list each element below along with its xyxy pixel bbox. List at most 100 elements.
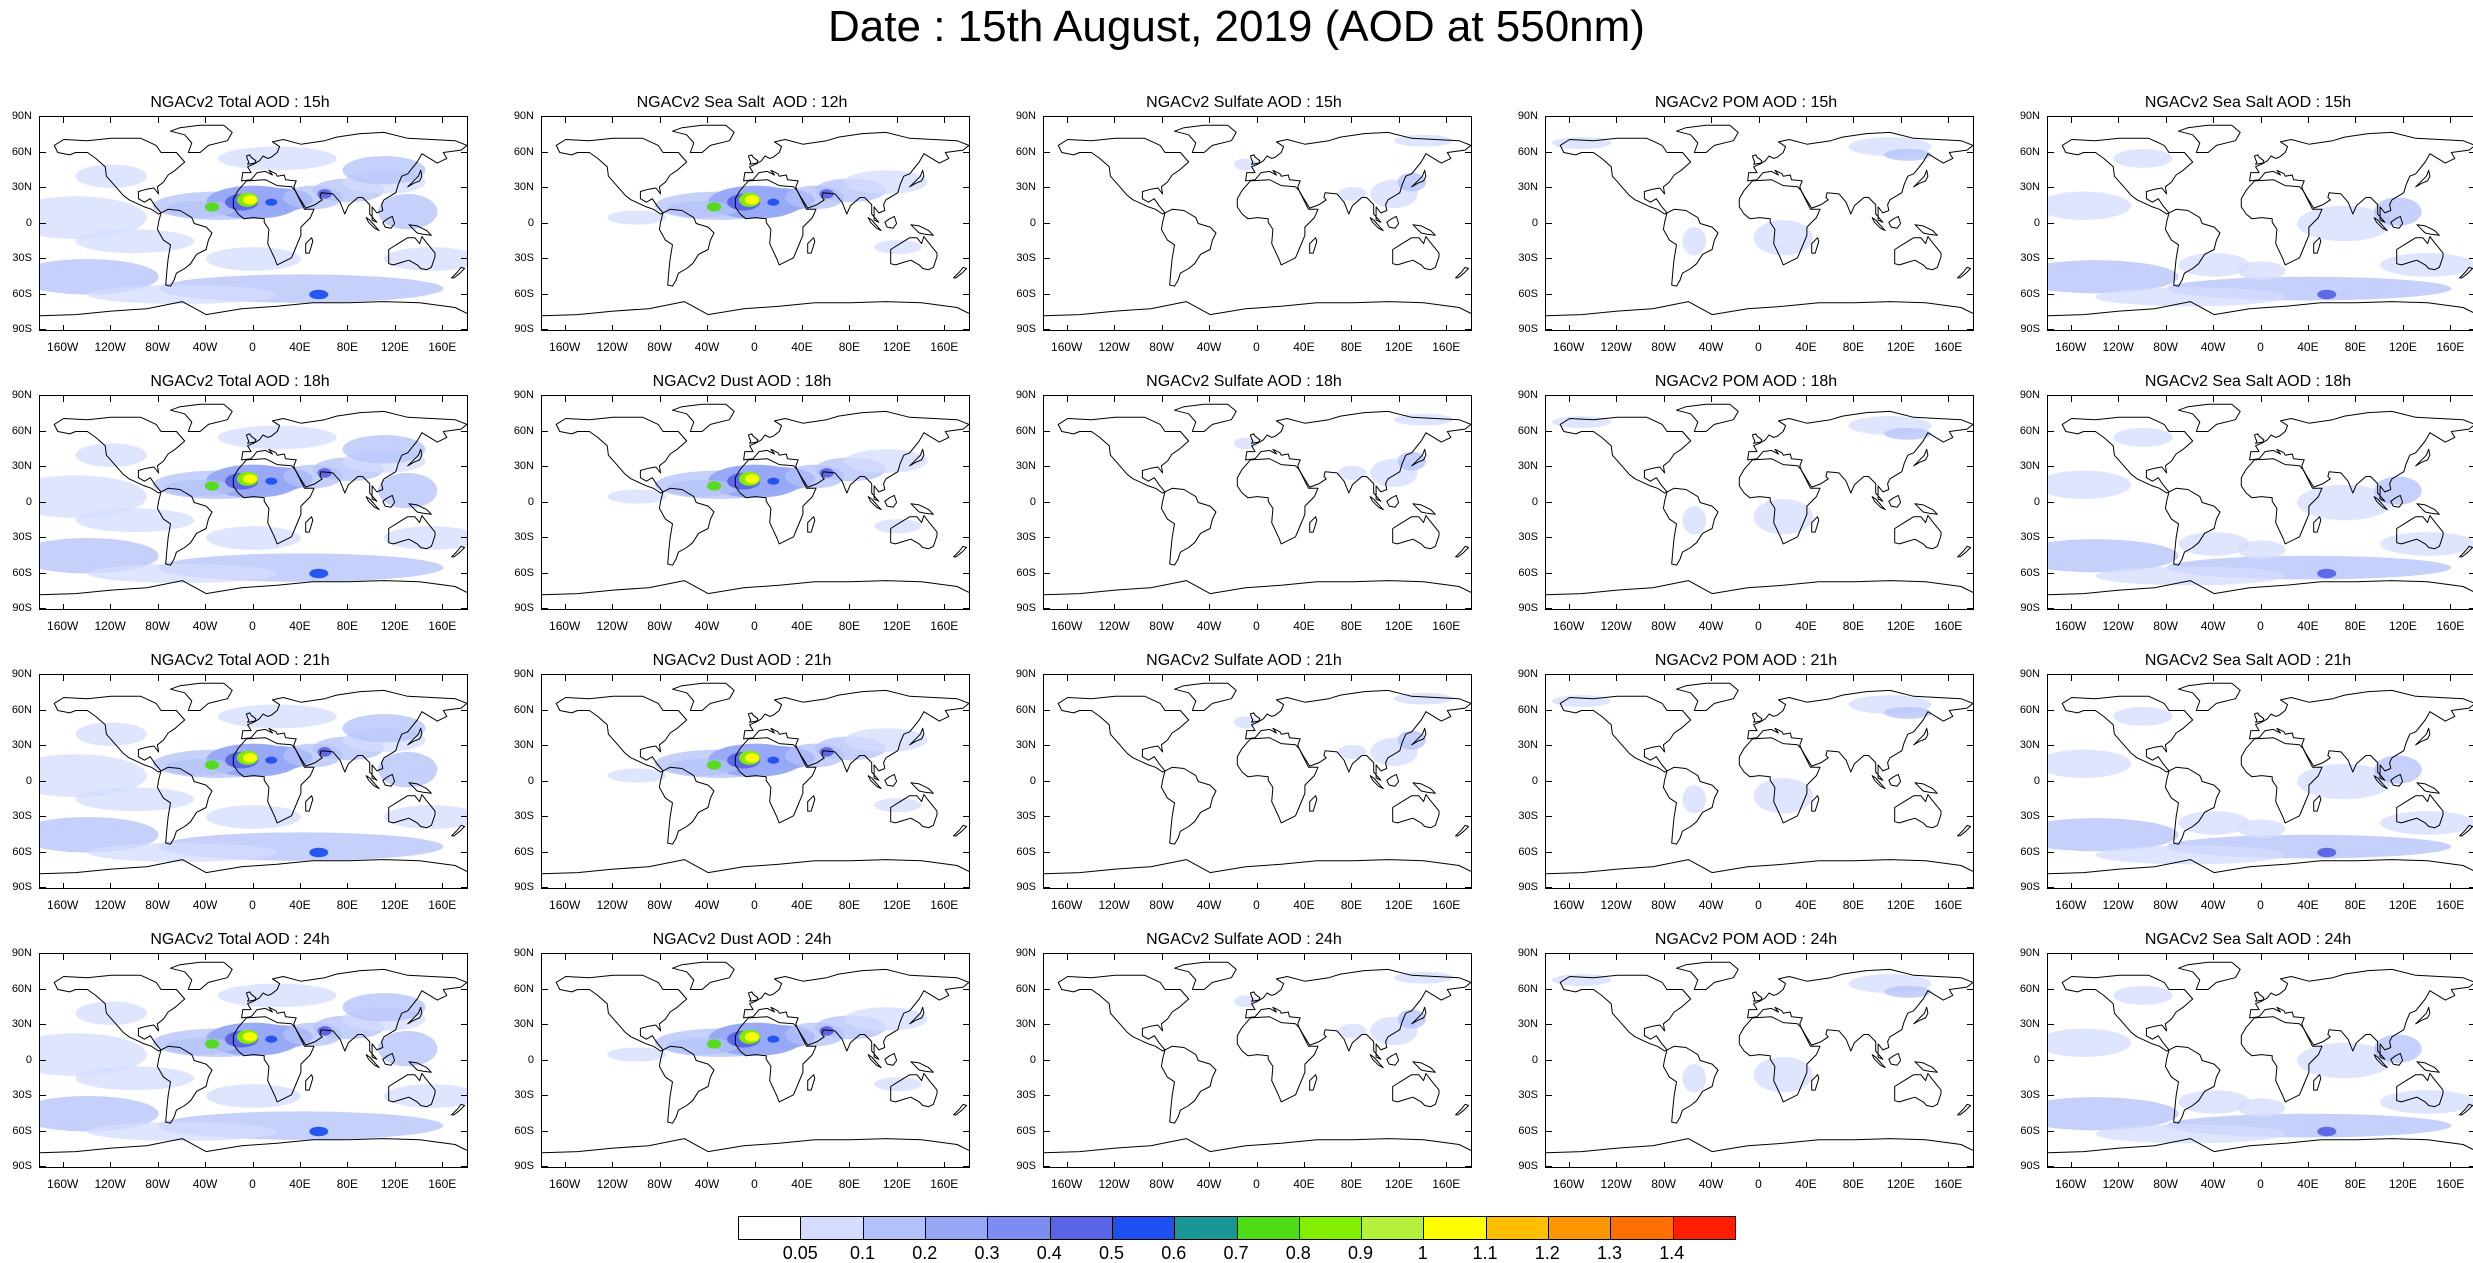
aod-shading [2178,1090,2250,1114]
aod-shading [309,568,329,579]
lat-tick [2469,466,2473,467]
lat-tick [542,674,548,675]
colorbar-label: 0.5 [1098,1243,1125,1263]
aod-shading [75,164,147,188]
lon-tick-label: 0 [2257,619,2264,633]
lon-tick [62,883,64,889]
lat-tick-label: 60N [1517,982,1538,995]
panel-title: NGACv2 Dust AOD : 24h [652,931,832,948]
lon-tick-label: 0 [249,898,256,912]
coastline-madagascar [1309,516,1318,533]
lon-tick [1853,954,1855,960]
coastline-africa [734,179,817,266]
aod-shading [40,475,147,518]
lat-tick [1967,116,1973,117]
coastline-new-zealand [1455,824,1470,837]
lon-tick-label: 80W [1651,898,1676,912]
lat-tick [963,1095,969,1096]
lat-tick-label: 90N [1015,668,1036,680]
coastline-indonesia-borneo [2390,494,2404,508]
lat-tick [40,674,46,675]
lon-tick-label: 120E [882,1177,911,1191]
lon-tick [1948,954,1950,960]
colorbar-label: 1.2 [1534,1243,1560,1263]
lon-tick-label: 120W [94,619,126,633]
lat-tick [1465,953,1471,954]
lon-tick-label: 120W [1098,898,1130,912]
colorbar-label: 0.05 [782,1243,818,1263]
aod-shading [206,247,301,271]
lat-tick-label: 90N [11,668,32,680]
lat-tick [1546,780,1552,782]
coastline-eurasia [241,410,467,502]
aod-shading [2380,1090,2473,1114]
lon-tick [205,117,207,123]
lon-tick-label: 80E [1842,619,1865,633]
coastline-antarctica [1546,1138,1973,1154]
lon-tick [1303,954,1305,960]
lon-tick [896,675,898,681]
lat-tick [1044,329,1050,330]
lat-tick-label: 90N [1517,389,1538,401]
aod-shading [2178,532,2250,556]
lon-tick [299,604,301,610]
lat-tick-label: 90N [11,110,32,122]
aod-shading [2095,1124,2286,1144]
lon-tick [1616,1162,1618,1168]
lat-tick [1546,1059,1552,1061]
lat-tick [963,537,969,538]
lon-tick-label: 160E [1432,619,1461,633]
lat-tick [1546,674,1552,675]
coastline-greenland [672,403,735,432]
lat-tick [1546,466,1552,467]
coastline-north-america [555,137,688,215]
lat-tick [461,887,467,888]
lon-tick-label: 80W [1149,1177,1174,1191]
aod-shading [2048,749,2132,778]
lon-tick [659,604,661,610]
lon-tick [1805,675,1807,681]
coastline-uk [245,991,257,1002]
colorbar-label: 1 [1417,1243,1428,1263]
lon-tick [2118,883,2120,889]
aod-map-svg [1546,403,1973,596]
lon-tick-label: 80E [1340,340,1363,354]
colorbar-label: 1.1 [1472,1243,1498,1263]
coastline-south-america [1662,766,1719,845]
coastline-south-america [658,1045,715,1124]
aod-shading [2095,287,2286,307]
lon-tick [1805,117,1807,123]
coastline-new-guinea [1914,782,1938,794]
lat-tick [963,258,969,259]
lon-tick [1398,117,1400,123]
lon-tick [1758,954,1760,960]
lon-tick [1066,396,1068,402]
coastline-japan [2415,448,2431,467]
lat-tick-label: 90S [1016,602,1036,614]
coastline-new-guinea [910,782,934,794]
lat-tick-label: 60S [514,1124,534,1137]
lon-tick [754,954,756,960]
coastline-japan [2415,169,2431,188]
lon-tick [1616,883,1618,889]
lon-tick [1446,954,1448,960]
lon-tick-label: 120E [2388,1177,2417,1191]
lat-tick-label: 90N [513,668,534,680]
lon-tick [394,675,396,681]
aod-shading [2113,148,2173,168]
lat-tick [1546,572,1552,574]
aod-shading [844,449,928,473]
map-panel: NGACv2 POM AOD : 24h 90N 60N 30N 0 30S 60S 90S 1… [1506,931,1986,1201]
coastline-japan [1913,1006,1929,1025]
aod-shading [342,435,426,464]
coastline-greenland [1676,124,1739,153]
lat-tick [1044,222,1050,224]
lat-tick [2048,851,2054,853]
lon-tick [2070,396,2072,402]
lat-tick-label: 30S [12,531,32,543]
lat-tick [1546,608,1552,609]
lon-tick-label: 160E [1934,898,1963,912]
lon-tick-label: 0 [1253,340,1260,354]
lat-tick-label: 0 [1531,216,1538,229]
aod-map-svg [1044,961,1471,1154]
